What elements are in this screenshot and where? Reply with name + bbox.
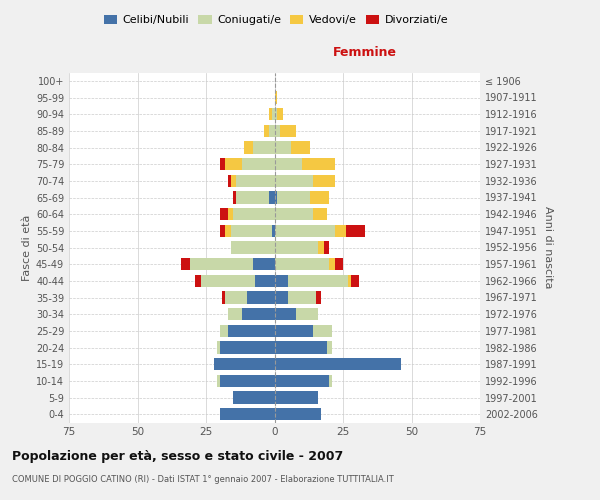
Bar [275,91,277,104]
Bar [275,274,288,287]
Y-axis label: Anni di nascita: Anni di nascita [543,206,553,288]
Bar [277,108,283,120]
Bar [275,208,313,220]
Bar [236,191,269,204]
Bar [275,324,313,337]
Bar [275,242,319,254]
Bar [181,258,190,270]
Bar [190,258,253,270]
Bar [275,358,401,370]
Bar [269,108,272,120]
Bar [280,124,296,137]
Bar [220,408,275,420]
Bar [228,174,230,187]
Bar [228,324,275,337]
Bar [324,242,329,254]
Bar [220,208,228,220]
Bar [230,242,275,254]
Bar [275,408,321,420]
Bar [247,291,275,304]
Bar [228,208,233,220]
Bar [275,108,277,120]
Bar [275,391,319,404]
Bar [329,258,335,270]
Bar [253,141,275,154]
Bar [214,358,275,370]
Bar [275,124,280,137]
Bar [225,158,242,170]
Bar [228,308,242,320]
Bar [233,391,275,404]
Legend: Celibi/Nubili, Coniugati/e, Vedovi/e, Divorziati/e: Celibi/Nubili, Coniugati/e, Vedovi/e, Di… [100,10,452,30]
Bar [288,274,349,287]
Bar [302,158,335,170]
Bar [200,274,256,287]
Text: Femmine: Femmine [333,46,397,59]
Bar [256,274,275,287]
Bar [310,191,329,204]
Bar [326,341,332,354]
Bar [225,224,230,237]
Bar [316,291,321,304]
Bar [275,291,288,304]
Bar [296,308,319,320]
Bar [236,174,275,187]
Bar [335,258,343,270]
Bar [225,291,247,304]
Bar [230,174,236,187]
Bar [275,191,277,204]
Bar [275,224,335,237]
Bar [220,341,275,354]
Bar [272,224,275,237]
Bar [313,208,326,220]
Bar [220,224,225,237]
Bar [269,191,275,204]
Bar [217,374,220,387]
Bar [275,374,329,387]
Bar [329,374,332,387]
Bar [220,374,275,387]
Bar [263,124,269,137]
Bar [275,341,326,354]
Bar [195,274,200,287]
Bar [233,208,275,220]
Bar [275,308,296,320]
Bar [275,158,302,170]
Bar [269,124,275,137]
Bar [313,174,335,187]
Bar [244,141,253,154]
Bar [346,224,365,237]
Bar [291,141,310,154]
Bar [349,274,351,287]
Bar [351,274,359,287]
Bar [220,158,225,170]
Text: COMUNE DI POGGIO CATINO (RI) - Dati ISTAT 1° gennaio 2007 - Elaborazione TUTTITA: COMUNE DI POGGIO CATINO (RI) - Dati ISTA… [12,475,394,484]
Bar [275,141,291,154]
Bar [288,291,316,304]
Bar [223,291,225,304]
Bar [277,191,310,204]
Bar [242,308,275,320]
Bar [319,242,324,254]
Bar [275,174,313,187]
Y-axis label: Fasce di età: Fasce di età [22,214,32,280]
Bar [335,224,346,237]
Bar [220,324,228,337]
Bar [313,324,332,337]
Bar [253,258,275,270]
Bar [233,191,236,204]
Bar [230,224,272,237]
Text: Popolazione per età, sesso e stato civile - 2007: Popolazione per età, sesso e stato civil… [12,450,343,463]
Bar [272,108,275,120]
Bar [217,341,220,354]
Bar [275,258,329,270]
Bar [242,158,275,170]
